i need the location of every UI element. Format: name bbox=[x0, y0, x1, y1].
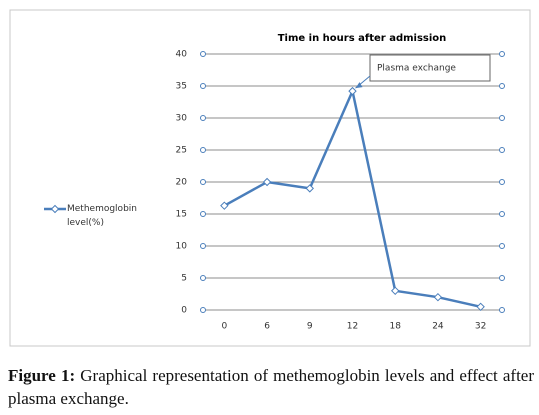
annotation-arrowhead bbox=[355, 82, 363, 89]
data-point bbox=[348, 86, 357, 96]
y-tick-label: 0 bbox=[181, 306, 187, 316]
y-tick-label: 30 bbox=[176, 114, 188, 124]
x-tick-label: 32 bbox=[475, 322, 486, 332]
grid-end-marker bbox=[200, 243, 206, 249]
x-tick-label: 18 bbox=[389, 322, 401, 332]
legend-marker bbox=[50, 204, 60, 214]
grid-end-marker bbox=[200, 275, 206, 281]
y-tick-label: 15 bbox=[176, 210, 187, 220]
data-point bbox=[262, 177, 272, 187]
data-point bbox=[433, 292, 443, 302]
grid-end-marker bbox=[499, 243, 505, 249]
grid-end-marker bbox=[200, 83, 206, 89]
grid-end-marker bbox=[499, 275, 505, 281]
grid-end-marker bbox=[200, 211, 206, 217]
grid-end-marker bbox=[499, 51, 505, 57]
caption-text: Graphical representation of methemoglobi… bbox=[8, 366, 535, 408]
annotation-box bbox=[369, 54, 491, 82]
grid-end-marker bbox=[200, 147, 206, 153]
grid-end-marker bbox=[499, 83, 505, 89]
x-tick-label: 0 bbox=[221, 322, 227, 332]
y-tick-label: 20 bbox=[176, 178, 188, 188]
grid-end-marker bbox=[499, 307, 505, 313]
annotation-text: Plasma exchange bbox=[377, 64, 456, 74]
grid-end-marker bbox=[499, 211, 505, 217]
x-tick-label: 12 bbox=[347, 322, 358, 332]
grid-end-marker bbox=[499, 115, 505, 121]
x-tick-label: 24 bbox=[432, 322, 444, 332]
y-tick-label: 5 bbox=[181, 274, 187, 284]
grid-end-marker bbox=[200, 307, 206, 313]
y-tick-label: 40 bbox=[176, 50, 188, 60]
data-point bbox=[476, 302, 485, 312]
grid-end-marker bbox=[200, 51, 206, 57]
data-point bbox=[220, 201, 229, 210]
legend-label: Methemoglobin level(%) bbox=[67, 204, 137, 228]
x-tick-label: 9 bbox=[307, 322, 313, 332]
grid-end-marker bbox=[200, 179, 206, 185]
x-tick-label: 6 bbox=[264, 322, 270, 332]
chart-title: Time in hours after admission bbox=[278, 33, 447, 44]
data-point bbox=[305, 184, 314, 193]
y-tick-label: 10 bbox=[176, 242, 188, 252]
y-tick-label: 35 bbox=[176, 82, 187, 92]
grid-end-marker bbox=[499, 179, 505, 185]
caption: Figure 1: Graphical representation of me… bbox=[8, 364, 534, 410]
y-tick-label: 25 bbox=[176, 146, 187, 156]
grid-end-marker bbox=[200, 115, 206, 121]
data-point bbox=[391, 286, 400, 296]
caption-label: Figure 1: bbox=[8, 366, 76, 385]
grid-end-marker bbox=[499, 147, 505, 153]
